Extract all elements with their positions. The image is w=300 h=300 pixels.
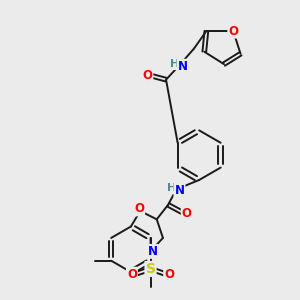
- Text: H: H: [170, 59, 179, 69]
- Text: H: H: [167, 183, 176, 193]
- Text: O: O: [142, 69, 152, 82]
- Text: N: N: [148, 245, 158, 258]
- Text: O: O: [228, 25, 238, 38]
- Text: O: O: [134, 202, 144, 215]
- Text: N: N: [175, 184, 184, 197]
- Text: O: O: [127, 268, 137, 281]
- Text: O: O: [164, 268, 174, 281]
- Text: S: S: [146, 262, 155, 276]
- Text: N: N: [178, 60, 188, 73]
- Text: O: O: [182, 207, 192, 220]
